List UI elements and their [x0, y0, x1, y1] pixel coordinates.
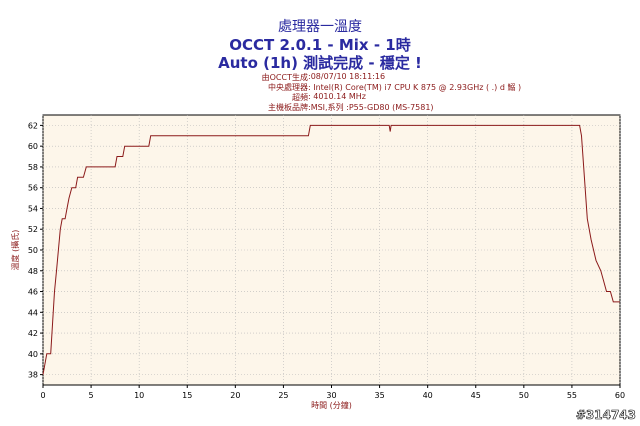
x-tick-label: 40: [423, 391, 433, 400]
temperature-series-line: [42, 124, 620, 375]
chart-title: 處理器一溫度: [278, 19, 362, 35]
x-axis-label: 時間 (分鐘): [311, 400, 352, 410]
y-tick-label: 48: [28, 267, 38, 276]
x-tick-label: 15: [182, 391, 192, 400]
y-tick-label: 60: [28, 142, 38, 151]
x-tick-label: 50: [519, 391, 529, 400]
x-tick-label: 25: [278, 391, 288, 400]
y-tick-label: 40: [28, 350, 38, 359]
y-tick-label: 56: [28, 184, 38, 193]
info-value: : 4010.14 MHz: [308, 92, 366, 101]
x-tick-label: 20: [230, 391, 240, 400]
x-tick-label: 60: [615, 391, 625, 400]
y-tick-label: 54: [28, 204, 38, 213]
y-tick-label: 50: [28, 246, 38, 255]
info-key: 主機板品牌: [268, 103, 308, 112]
info-row-cpu: 中央處理器 : Intel(R) Core(TM) i7 CPU K 875 @…: [0, 82, 640, 92]
y-tick-label: 58: [28, 163, 38, 172]
y-tick-label: 42: [28, 329, 38, 338]
info-key: 中央處理器: [268, 83, 308, 92]
chart-subtitle-result: Auto (1h) 測試完成 - 穩定 !: [218, 54, 422, 72]
info-row-motherboard: 主機板品牌 :MSI,系列 :P55-GD80 (MS-7581): [0, 102, 640, 112]
info-row-generated: 由OCCT生成 :08/07/10 18:11:16: [0, 72, 640, 82]
x-tick-label: 10: [134, 391, 144, 400]
x-tick-label: 30: [326, 391, 336, 400]
x-tick-label: 55: [567, 391, 577, 400]
x-tick-label: 0: [40, 391, 45, 400]
watermark-id: #314743: [575, 408, 637, 423]
system-info-block: 由OCCT生成 :08/07/10 18:11:16 中央處理器 : Intel…: [0, 72, 640, 112]
x-tick-label: 45: [471, 391, 481, 400]
info-value: :MSI,系列 :P55-GD80 (MS-7581): [308, 103, 434, 112]
info-value: : Intel(R) Core(TM) i7 CPU K 875 @ 2.93G…: [308, 83, 522, 92]
y-tick-label: 38: [28, 371, 38, 380]
x-tick-label: 5: [89, 391, 94, 400]
info-key: 由OCCT生成: [261, 73, 308, 82]
info-row-overclock: 超頻 : 4010.14 MHz: [0, 92, 640, 102]
info-value: :08/07/10 18:11:16: [308, 72, 386, 81]
y-tick-label: 62: [28, 121, 38, 130]
info-key: 超頻: [292, 93, 308, 102]
y-tick-label: 44: [28, 308, 38, 317]
x-tick-label: 35: [374, 391, 384, 400]
y-axis-label: 溫度 (攝氏): [10, 230, 20, 271]
y-tick-label: 46: [28, 288, 38, 297]
y-tick-label: 52: [28, 225, 38, 234]
chart-subtitle-program: OCCT 2.0.1 - Mix - 1時: [229, 36, 411, 54]
